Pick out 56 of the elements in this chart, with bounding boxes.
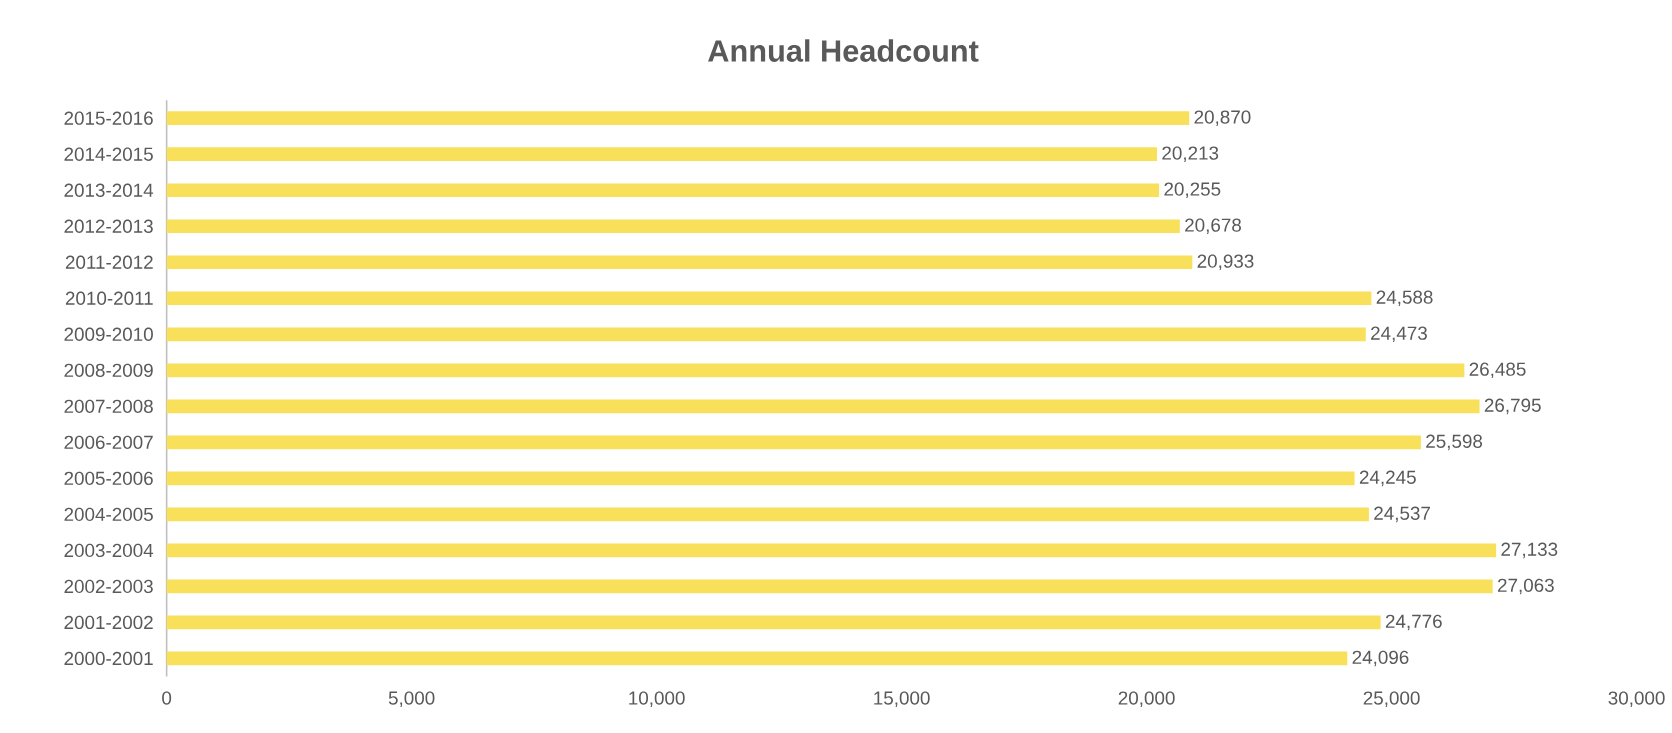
data-label: 26,795 (1484, 398, 1541, 415)
y-tick-label: 2014-2015 (64, 147, 153, 161)
x-tick-label: 10,000 (629, 691, 685, 707)
x-tick-label: 5,000 (388, 691, 435, 707)
y-tick-label: 2012-2013 (64, 219, 153, 233)
x-tick-label: 30,000 (1608, 691, 1665, 707)
bar (166, 255, 1193, 270)
data-label: 24,096 (1352, 650, 1409, 667)
data-label: 20,870 (1194, 110, 1251, 126)
y-tick-label: 2015-2016 (64, 111, 153, 125)
x-tick-label: 20,000 (1118, 691, 1175, 707)
data-label: 20,213 (1162, 146, 1219, 163)
bar (166, 219, 1180, 234)
bar (166, 579, 1493, 594)
data-label: 24,776 (1385, 614, 1442, 631)
y-tick-label: 2007-2008 (64, 399, 153, 413)
data-label: 24,245 (1359, 470, 1416, 487)
y-tick-label: 2006-2007 (64, 435, 153, 450)
bar (166, 291, 1372, 306)
y-tick-label: 2008-2009 (64, 363, 153, 377)
y-tick-label: 2000-2001 (64, 651, 153, 666)
data-label: 26,485 (1469, 362, 1526, 379)
x-tick-label: 15,000 (874, 691, 930, 707)
bar (166, 111, 1190, 126)
y-tick-label: 2002-2003 (64, 579, 153, 594)
y-tick-label: 2010-2011 (65, 291, 153, 305)
bar (166, 651, 1348, 666)
data-label: 25,598 (1426, 434, 1483, 451)
bar (166, 327, 1366, 342)
y-tick-label: 2004-2005 (64, 507, 153, 522)
bar (166, 363, 1465, 378)
bar (166, 471, 1355, 486)
bar (166, 543, 1497, 558)
data-label: 24,473 (1371, 326, 1427, 343)
data-label: 20,255 (1164, 182, 1221, 199)
data-label: 24,537 (1374, 506, 1430, 523)
data-label: 20,678 (1185, 218, 1242, 235)
data-label: 27,063 (1497, 578, 1554, 595)
chart-title: Annual Headcount (708, 39, 979, 62)
data-label: 20,933 (1197, 254, 1254, 271)
bar (166, 399, 1480, 414)
bar (166, 615, 1381, 630)
x-tick-label: 0 (162, 691, 172, 705)
bar (166, 435, 1421, 450)
x-tick-label: 25,000 (1363, 691, 1420, 707)
bar (166, 183, 1160, 198)
y-tick-label: 2009-2010 (64, 327, 153, 341)
bar (166, 147, 1158, 162)
y-tick-label: 2001-2002 (64, 615, 153, 630)
y-tick-label: 2003-2004 (64, 543, 154, 558)
bar (166, 507, 1369, 522)
y-tick-label: 2005-2006 (64, 471, 153, 486)
y-tick-label: 2013-2014 (64, 183, 154, 197)
data-label: 24,588 (1376, 290, 1433, 307)
data-label: 27,133 (1501, 542, 1558, 559)
y-tick-label: 2011-2012 (65, 255, 153, 269)
